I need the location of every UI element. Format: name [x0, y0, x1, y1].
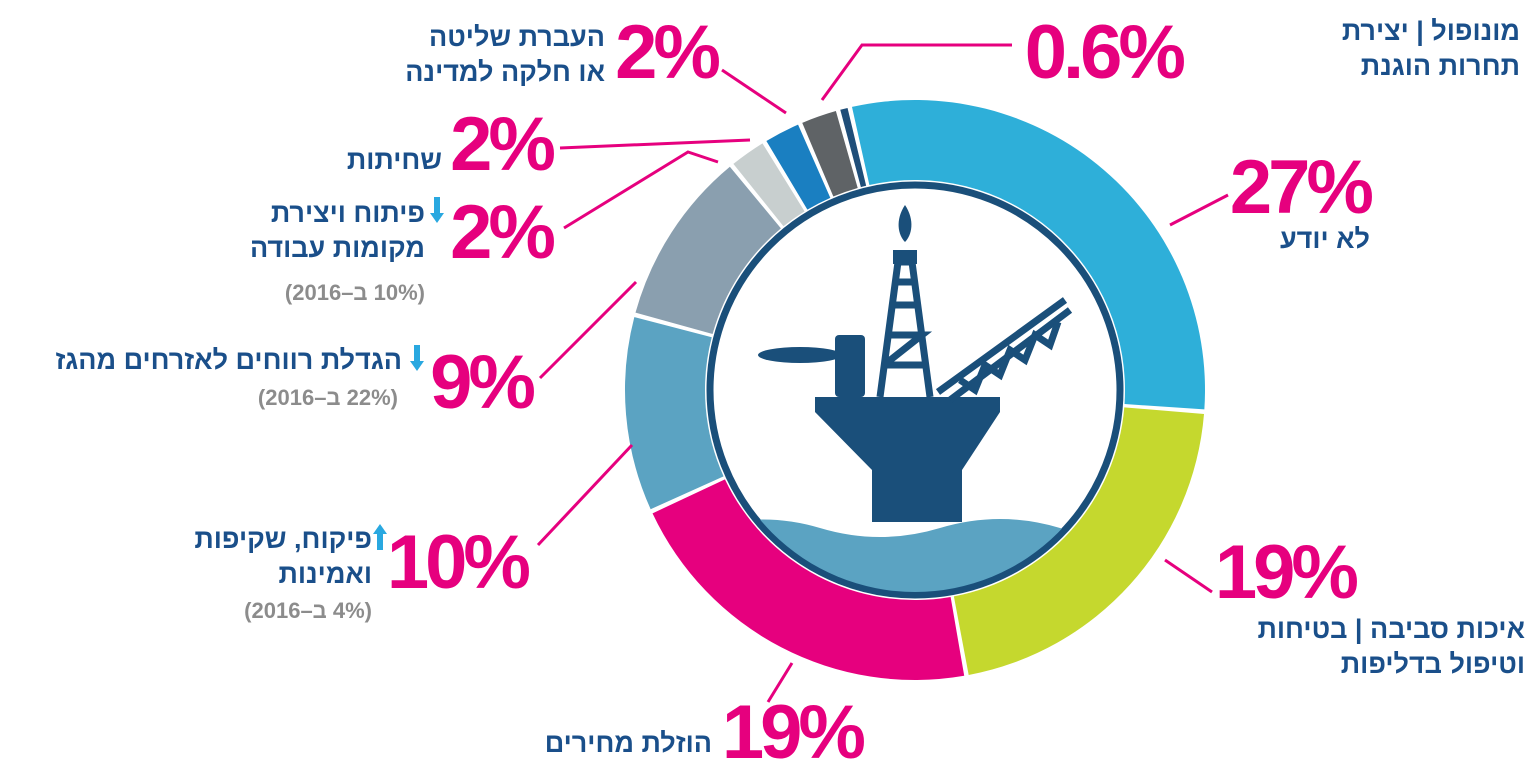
- category-label: פיתוח ויצירת מקומות עבודה: [249, 198, 425, 263]
- comparison-note: (22% ב–2016): [257, 385, 398, 410]
- category-label: הגדלת רווחים לאזרחים מהגז: [55, 345, 402, 375]
- category-label: פיקוח, שקיפות ואמינות: [194, 524, 372, 589]
- comparison-note: (10% ב–2016): [284, 280, 425, 305]
- category-label: מונופול | יצירת תחרות הוגנת: [1341, 16, 1520, 81]
- category-label: העברת שליטה או חלקה למדינה: [405, 22, 605, 87]
- trend-arrow: [410, 345, 424, 371]
- donut-segment: [652, 479, 965, 680]
- value-label: 0.6%: [1024, 10, 1186, 95]
- oil-rig-icon: [706, 181, 1124, 599]
- value-label: 27%: [1229, 145, 1374, 230]
- value-label: 2%: [450, 102, 556, 187]
- category-label: הוזלת מחירים: [544, 728, 712, 758]
- value-label: 2%: [450, 190, 556, 275]
- trend-arrow: [430, 197, 444, 223]
- category-label: שחיתות: [346, 145, 442, 175]
- donut-segment: [851, 99, 1205, 410]
- donut-segment: [635, 166, 781, 335]
- comparison-note: (4% ב–2016): [244, 598, 372, 623]
- value-label: 2%: [615, 10, 721, 95]
- value-label: 9%: [430, 340, 536, 425]
- category-label: איכות סביבה | בטיחות וטיפול בדליפות: [1257, 614, 1525, 679]
- donut-segment: [624, 317, 724, 510]
- value-label: 19%: [721, 690, 866, 764]
- donut-segment: [766, 124, 831, 210]
- donut-segment: [802, 111, 858, 197]
- donut-segment: [840, 107, 867, 188]
- donut-segment: [733, 143, 805, 227]
- value-label: 19%: [1214, 530, 1359, 615]
- value-label: 10%: [386, 520, 531, 605]
- category-label: לא יודע: [1279, 224, 1370, 254]
- donut-segment: [953, 407, 1205, 675]
- trend-arrow: [373, 524, 387, 550]
- leader-lines: [536, 43, 1229, 703]
